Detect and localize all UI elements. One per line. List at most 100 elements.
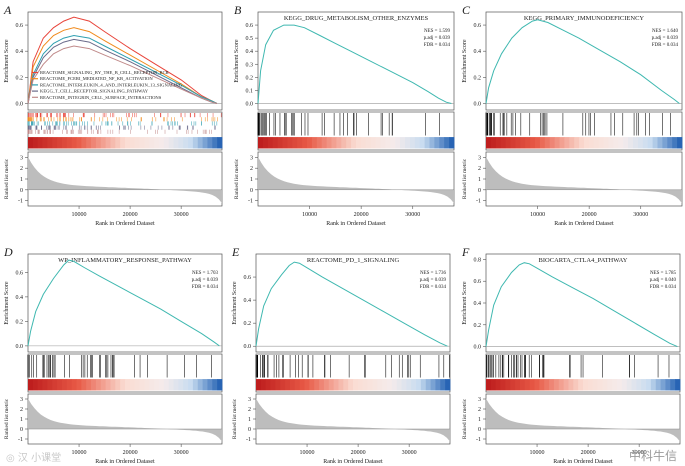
color-bar-segment [292, 137, 298, 149]
panel-title: KEGG_DRUG_METABOLISM_OTHER_ENZYMES [284, 15, 429, 22]
metric-ytick-label: 3 [20, 397, 23, 403]
color-bar-segment [603, 137, 609, 149]
color-bar-segment [256, 379, 262, 391]
color-bar-segment [525, 137, 531, 149]
color-bar-segment [168, 137, 174, 149]
color-bar-segment [613, 137, 619, 149]
metric-ytick-label: 3 [250, 155, 253, 161]
color-bar-segment [672, 137, 678, 149]
color-bar-segment [61, 137, 68, 149]
color-bar-segment [262, 137, 269, 149]
es-ytick-label: 0.2 [16, 75, 24, 81]
color-bar-segment [631, 379, 637, 391]
color-bar-segment [158, 137, 165, 149]
xlabel: Rank in Ordered Dataset [554, 221, 614, 227]
metric-ytick-label: 2 [248, 407, 251, 413]
xtick-label: 20000 [123, 450, 138, 456]
color-bar-segment [158, 379, 165, 391]
color-bar-segment [535, 137, 541, 149]
color-bar-segment [134, 379, 140, 391]
color-bar-segment [636, 379, 642, 391]
color-bar-segment [304, 379, 310, 391]
color-bar-segment [282, 137, 288, 149]
color-bar-segment [665, 379, 671, 391]
metric-ytick-label: 1 [478, 177, 481, 183]
color-bar-segment [61, 379, 68, 391]
metric-ytick-label: 1 [20, 417, 23, 423]
color-bar-segment [57, 379, 63, 391]
xtick-label: 10000 [530, 212, 545, 218]
stat-label: FDR = 0.034 [420, 285, 447, 290]
panel-title: BIOCARTA_CTLA4_PATHWAY [539, 257, 628, 264]
color-bar-segment [579, 137, 585, 149]
es-curve [257, 24, 452, 104]
color-bar-segment [637, 137, 644, 149]
color-bar-segment [110, 137, 116, 149]
color-bar-segment [539, 137, 546, 149]
xlabel: Rank in Ordered Dataset [95, 459, 155, 465]
color-bar-segment [207, 379, 213, 391]
color-bar-segment [559, 137, 565, 149]
xtick-label: 10000 [300, 450, 315, 456]
panel-letter: B [234, 3, 242, 17]
color-bar-segment [100, 379, 106, 391]
xtick-label: 20000 [582, 212, 597, 218]
color-bar-segment [375, 137, 381, 149]
color-bar-segment [37, 137, 43, 149]
color-bar-segment [429, 137, 435, 149]
panel-title: KEGG_PRIMARY_IMMUNODEFICIENCY [524, 15, 645, 22]
color-bar-segment [544, 137, 551, 149]
color-bar-segment [367, 379, 373, 391]
metric-ytick-label: 2 [478, 407, 481, 413]
es-curve [27, 16, 218, 104]
es-ytick-label: 0.5 [246, 36, 254, 42]
color-bar-segment [424, 137, 430, 149]
color-bar-segment [486, 137, 492, 149]
metric-ytick-label: 0 [250, 188, 253, 194]
watermark-left: ◎ 汉 小课堂 [6, 453, 62, 464]
xtick-label: 30000 [402, 450, 417, 456]
color-bar-segment [652, 137, 658, 149]
color-bar-segment [646, 379, 652, 391]
legend-entry: REACTOME_FCERI_MEDIATED_NF_KB_ACTIVATION [40, 76, 153, 81]
color-bar-segment [326, 137, 332, 149]
color-bar-segment [76, 137, 82, 149]
color-bar-segment [395, 137, 401, 149]
color-bar-segment [505, 137, 511, 149]
color-bar-segment [553, 379, 560, 391]
metric-frame [255, 393, 451, 445]
color-bar-segment [115, 137, 121, 149]
xtick-label: 30000 [174, 450, 189, 456]
color-bar-segment [401, 379, 407, 391]
color-bar-segment [549, 379, 555, 391]
color-bar-segment [202, 379, 208, 391]
color-bar-segment [71, 379, 77, 391]
gsea-panel-b: B KEGG_DRUG_METABOLISM_OTHER_ENZYMES 0.0 0.… [234, 3, 455, 227]
color-bar-segment [125, 137, 131, 149]
color-bar-segment [660, 379, 666, 391]
color-bar-segment [37, 379, 43, 391]
metric-ylabel: Ranked list metric [4, 158, 10, 199]
color-bar-segment [52, 379, 58, 391]
metric-ylabel: Ranked list metric [462, 158, 468, 199]
color-bar-segment [120, 379, 126, 391]
color-bar-segment [275, 379, 281, 391]
color-bar-segment [510, 137, 516, 149]
metric-ytick-label: 2 [478, 166, 481, 172]
color-bar-segment [409, 137, 416, 149]
color-bar-segment [110, 379, 116, 391]
color-bar-segment [353, 379, 359, 391]
color-bar-segment [272, 137, 278, 149]
color-bar-segment [396, 379, 402, 391]
color-bar-segment [91, 137, 97, 149]
color-bar-segment [197, 137, 203, 149]
ranked-metric-area [486, 156, 682, 204]
color-bar-segment [188, 379, 194, 391]
gsea-panel-c: C KEGG_PRIMARY_IMMUNODEFICIENCY 0.0 0.2 0.4 0… [462, 3, 683, 227]
color-bar-segment [495, 137, 502, 149]
xtick-label: 30000 [405, 212, 420, 218]
color-bar-segment [178, 137, 184, 149]
es-plot-frame [27, 253, 223, 353]
color-bar-segment [534, 379, 540, 391]
color-bar-segment [530, 137, 536, 149]
